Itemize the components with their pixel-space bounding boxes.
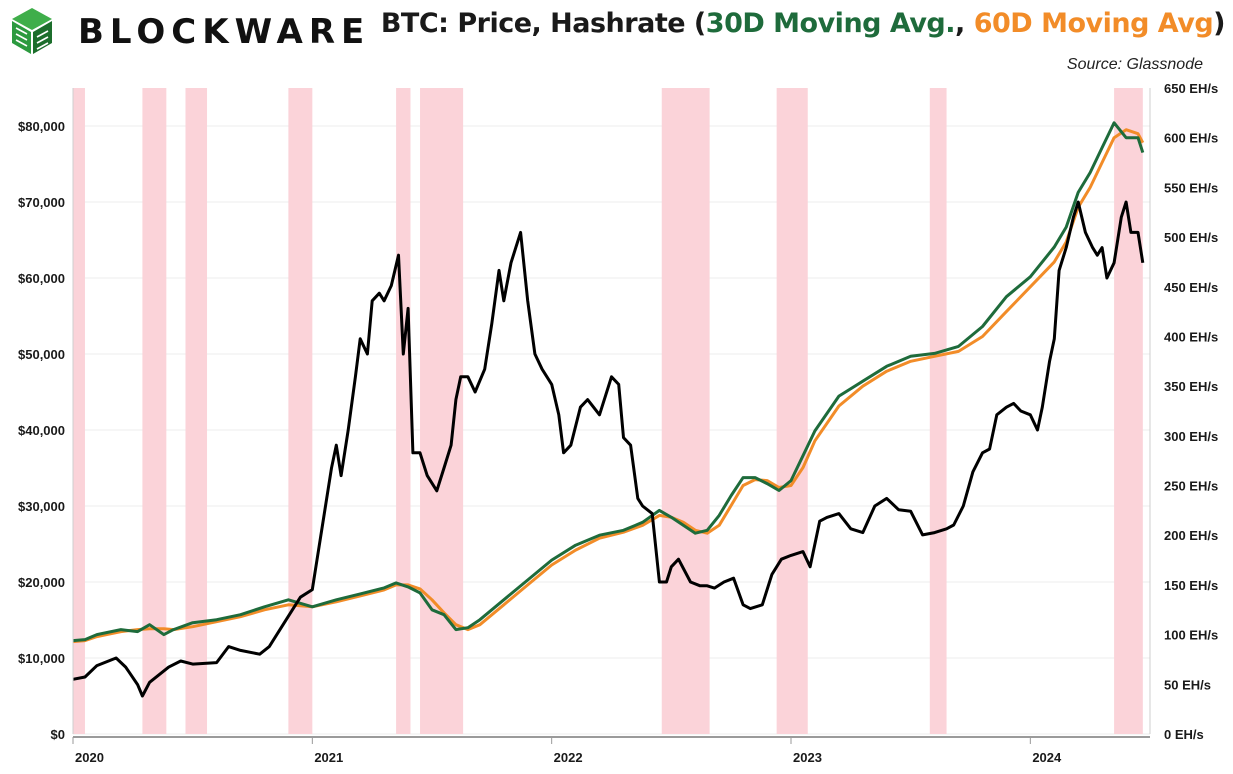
left-tick-label-1: $10,000 bbox=[18, 651, 65, 666]
shaded-period-1 bbox=[142, 88, 167, 734]
left-tick-label-2: $20,000 bbox=[18, 575, 65, 590]
shaded-period-6 bbox=[661, 88, 710, 734]
left-tick-label-6: $60,000 bbox=[18, 271, 65, 286]
title-separator: , bbox=[955, 8, 974, 39]
title-series-30d: 30D Moving Avg. bbox=[705, 8, 956, 39]
left-tick-label-4: $40,000 bbox=[18, 423, 65, 438]
left-tick-label-3: $30,000 bbox=[18, 499, 65, 514]
right-tick-label-12: 600 EH/s bbox=[1164, 131, 1218, 146]
shaded-period-4 bbox=[396, 88, 411, 734]
title-series-60d: 60D Moving Avg bbox=[973, 8, 1214, 39]
source-note: Source: Glassnode bbox=[1066, 56, 1203, 73]
right-tick-label-13: 650 EH/s bbox=[1164, 81, 1218, 96]
right-tick-label-9: 450 EH/s bbox=[1164, 280, 1218, 295]
series-line-price bbox=[72, 200, 1145, 698]
right-tick-label-7: 350 EH/s bbox=[1164, 379, 1218, 394]
shaded-period-3 bbox=[288, 88, 313, 734]
chart-title: BTC: Price, Hashrate (30D Moving Avg., 6… bbox=[380, 8, 1226, 39]
series-line-ma60 bbox=[72, 128, 1145, 644]
shaded-period-0 bbox=[73, 88, 85, 734]
right-tick-label-3: 150 EH/s bbox=[1164, 578, 1218, 593]
right-tick-label-2: 100 EH/s bbox=[1164, 628, 1218, 643]
shaded-period-8 bbox=[929, 88, 947, 734]
right-tick-label-6: 300 EH/s bbox=[1164, 429, 1218, 444]
x-tick-label-1: 2021 bbox=[314, 750, 343, 765]
title-prefix: BTC: Price, Hashrate ( bbox=[380, 8, 706, 39]
brand-name: BLOCKWARE bbox=[78, 12, 371, 52]
blockware-logo-icon bbox=[12, 8, 52, 54]
right-tick-label-8: 400 EH/s bbox=[1164, 329, 1218, 344]
right-tick-label-11: 550 EH/s bbox=[1164, 180, 1218, 195]
x-tick-label-3: 2023 bbox=[793, 750, 822, 765]
right-tick-label-4: 200 EH/s bbox=[1164, 528, 1218, 543]
left-tick-label-5: $50,000 bbox=[18, 347, 65, 362]
series-line-ma30 bbox=[72, 121, 1145, 643]
right-tick-label-10: 500 EH/s bbox=[1164, 230, 1218, 245]
shaded-period-2 bbox=[185, 88, 208, 734]
shaded-period-7 bbox=[776, 88, 808, 734]
price-hashrate-chart: $0 $10,000 $20,000 $30,000 $40,000 $50,000 $60… bbox=[18, 81, 1218, 765]
right-tick-label-0: 0 EH/s bbox=[1164, 727, 1204, 742]
x-tick-label-2: 2022 bbox=[554, 750, 583, 765]
shaded-period-9 bbox=[1114, 88, 1143, 734]
title-suffix: ) bbox=[1213, 8, 1225, 39]
left-tick-label-8: $80,000 bbox=[18, 119, 65, 134]
x-tick-label-0: 2020 bbox=[75, 750, 104, 765]
right-tick-label-1: 50 EH/s bbox=[1164, 677, 1211, 692]
right-tick-label-5: 250 EH/s bbox=[1164, 479, 1218, 494]
shaded-period-5 bbox=[420, 88, 464, 734]
left-tick-label-0: $0 bbox=[51, 727, 65, 742]
x-tick-label-4: 2024 bbox=[1032, 750, 1062, 765]
left-tick-label-7: $70,000 bbox=[18, 195, 65, 210]
